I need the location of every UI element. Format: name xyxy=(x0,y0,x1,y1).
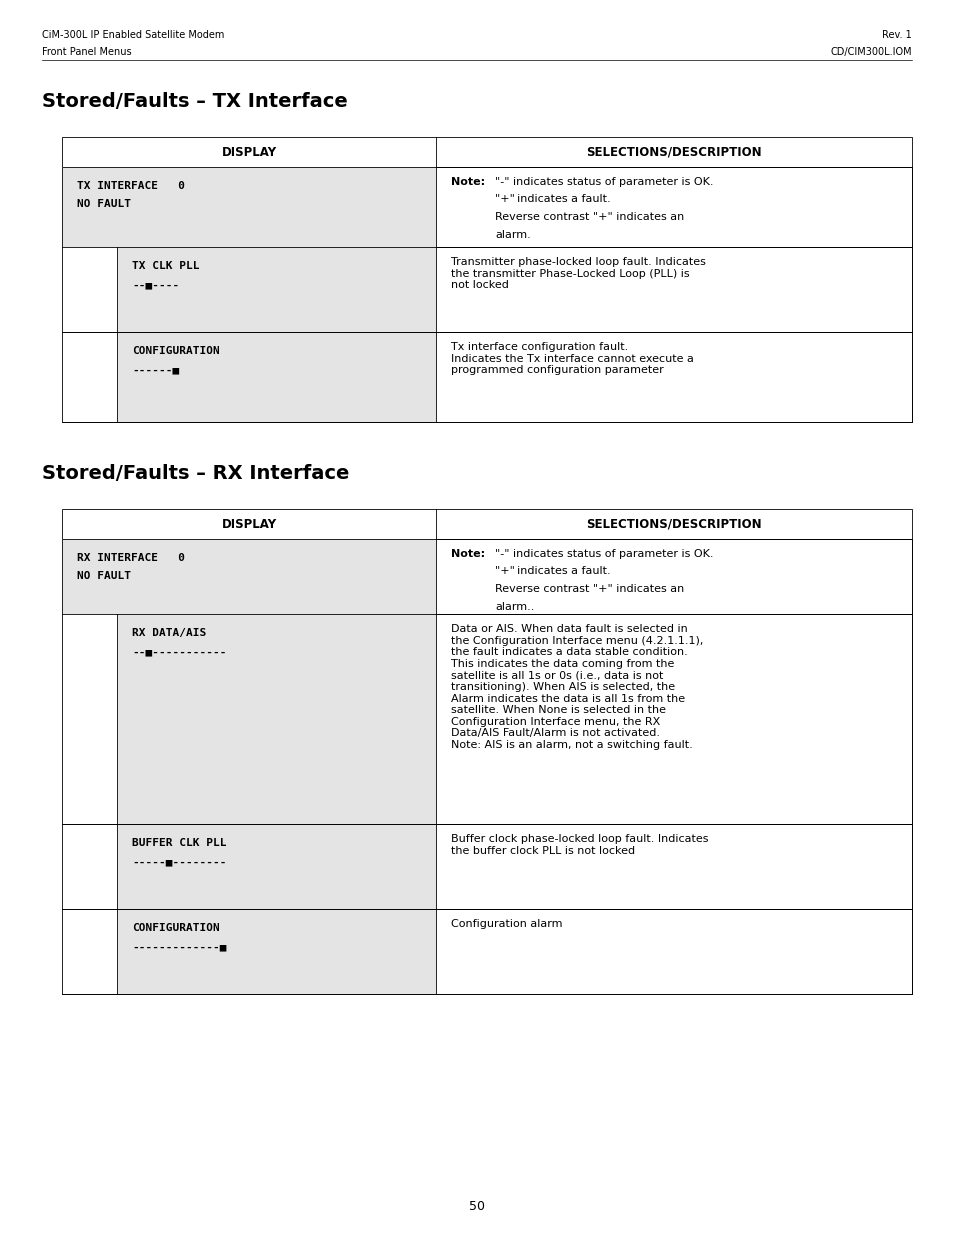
Bar xyxy=(62,247,117,332)
Text: BUFFER CLK PLL: BUFFER CLK PLL xyxy=(132,839,226,848)
Text: Data or AIS. When data fault is selected in
the Configuration Interface menu (4.: Data or AIS. When data fault is selected… xyxy=(451,624,702,750)
Bar xyxy=(62,824,117,909)
Text: "+" indicates a fault.: "+" indicates a fault. xyxy=(495,194,610,205)
Text: RX DATA/AIS: RX DATA/AIS xyxy=(132,629,206,638)
Text: CD/CIM300L.IOM: CD/CIM300L.IOM xyxy=(829,47,911,57)
Text: ------■: ------■ xyxy=(132,366,179,375)
Text: Reverse contrast "+" indicates an: Reverse contrast "+" indicates an xyxy=(495,584,683,594)
Text: RX INTERFACE   0: RX INTERFACE 0 xyxy=(77,553,185,563)
Text: -----■--------: -----■-------- xyxy=(132,857,226,867)
Bar xyxy=(62,167,911,247)
Bar xyxy=(117,909,436,994)
Bar xyxy=(62,538,911,614)
Text: CONFIGURATION: CONFIGURATION xyxy=(132,923,219,932)
Bar xyxy=(62,167,436,247)
Bar xyxy=(62,137,911,167)
Text: CiM-300L IP Enabled Satellite Modem: CiM-300L IP Enabled Satellite Modem xyxy=(42,30,224,40)
Bar xyxy=(117,247,436,332)
Bar xyxy=(62,538,911,614)
Text: Buffer clock phase-locked loop fault. Indicates
the buffer clock PLL is not lock: Buffer clock phase-locked loop fault. In… xyxy=(451,834,708,856)
Text: Transmitter phase-locked loop fault. Indicates
the transmitter Phase-Locked Loop: Transmitter phase-locked loop fault. Ind… xyxy=(451,257,705,290)
Bar xyxy=(62,247,911,332)
Bar xyxy=(62,509,911,538)
Text: NO FAULT: NO FAULT xyxy=(77,571,131,580)
Text: Note:: Note: xyxy=(451,177,485,186)
Bar xyxy=(62,614,117,824)
Text: "+" indicates a fault.: "+" indicates a fault. xyxy=(495,567,610,577)
Text: --■----: --■---- xyxy=(132,280,179,290)
Text: DISPLAY: DISPLAY xyxy=(221,517,276,531)
Text: Reverse contrast "+" indicates an: Reverse contrast "+" indicates an xyxy=(495,212,683,222)
Bar xyxy=(62,909,117,994)
Text: Note:: Note: xyxy=(451,550,485,559)
Bar xyxy=(62,332,117,422)
Text: -------------■: -------------■ xyxy=(132,942,226,952)
Text: "-" indicates status of parameter is OK.: "-" indicates status of parameter is OK. xyxy=(495,177,713,186)
Bar xyxy=(62,824,911,909)
Text: TX INTERFACE   0: TX INTERFACE 0 xyxy=(77,182,185,191)
Text: Tx interface configuration fault.
Indicates the Tx interface cannot execute a
pr: Tx interface configuration fault. Indica… xyxy=(451,342,693,375)
Text: Rev. 1: Rev. 1 xyxy=(882,30,911,40)
Bar xyxy=(62,909,911,994)
Text: "-" indicates status of parameter is OK.: "-" indicates status of parameter is OK. xyxy=(495,550,713,559)
Text: TX CLK PLL: TX CLK PLL xyxy=(132,261,199,270)
Text: SELECTIONS/DESCRIPTION: SELECTIONS/DESCRIPTION xyxy=(585,146,761,158)
Bar xyxy=(62,332,911,422)
Text: Stored/Faults – TX Interface: Stored/Faults – TX Interface xyxy=(42,91,348,111)
Text: DISPLAY: DISPLAY xyxy=(221,146,276,158)
Bar xyxy=(62,538,436,614)
Text: SELECTIONS/DESCRIPTION: SELECTIONS/DESCRIPTION xyxy=(585,517,761,531)
Text: Stored/Faults – RX Interface: Stored/Faults – RX Interface xyxy=(42,464,349,483)
Bar xyxy=(117,332,436,422)
Bar xyxy=(117,614,436,824)
Text: Configuration alarm: Configuration alarm xyxy=(451,919,562,929)
Bar xyxy=(62,167,911,247)
Text: alarm..: alarm.. xyxy=(495,601,534,611)
Bar xyxy=(62,614,911,824)
Text: alarm.: alarm. xyxy=(495,230,530,240)
Text: NO FAULT: NO FAULT xyxy=(77,199,131,209)
Text: --■-----------: --■----------- xyxy=(132,647,226,657)
Text: 50: 50 xyxy=(469,1200,484,1213)
Bar xyxy=(117,824,436,909)
Text: Front Panel Menus: Front Panel Menus xyxy=(42,47,132,57)
Text: CONFIGURATION: CONFIGURATION xyxy=(132,346,219,356)
